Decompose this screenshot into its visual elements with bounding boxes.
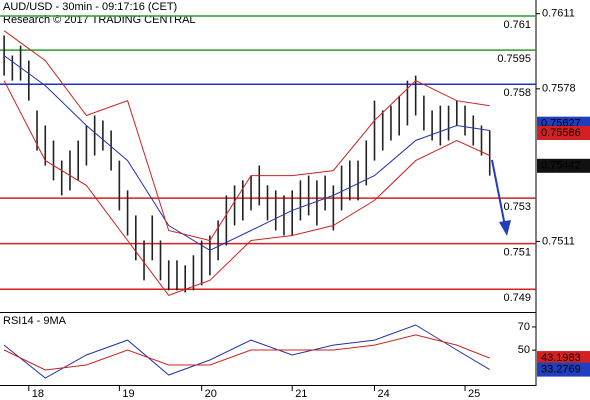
level-label: 0.7595 [497,53,531,65]
line [3,324,490,379]
line [3,55,490,251]
price-marker-label: 0.75586 [541,127,581,139]
chart-title: AUD/USD - 30min - 09:17:16 (CET) [3,1,177,13]
rsi-title: RSI14 - 9MA [3,315,67,327]
y-tick-label: 50 [518,344,530,356]
price-marker [537,158,590,173]
y-tick-label: 0.7511 [542,235,575,247]
y-tick-label: 70 [518,321,530,333]
arrow-shaft [491,159,506,227]
x-tick-label: 21 [295,388,307,400]
price-marker [537,125,590,140]
price-marker-label: 0.75442 [541,160,581,172]
line [3,30,490,242]
x-tick-label: 25 [468,388,480,400]
x-tick-label: 24 [378,388,390,400]
level-label: 0.749 [503,292,531,304]
x-tick-label: 20 [205,388,217,400]
level-label: 0.753 [503,201,531,213]
forecast-arrow [491,159,511,236]
chart-subtitle: Research © 2017 TRADING CENTRAL [3,14,196,26]
level-label: 0.751 [503,247,531,259]
arrow-head [499,220,511,236]
x-tick-label: 18 [32,388,44,400]
level-label: 0.761 [503,19,531,31]
x-tick-label: 19 [122,388,134,400]
y-tick-label: 0.7578 [542,83,576,95]
line [3,334,490,371]
value-marker-label: 43.1983 [541,352,581,364]
line [3,80,490,296]
value-marker-label: 33.2769 [541,363,581,375]
value-marker [537,351,590,366]
y-tick-label: 0.7611 [542,8,575,20]
value-marker [537,362,590,377]
level-label: 0.758 [503,87,531,99]
